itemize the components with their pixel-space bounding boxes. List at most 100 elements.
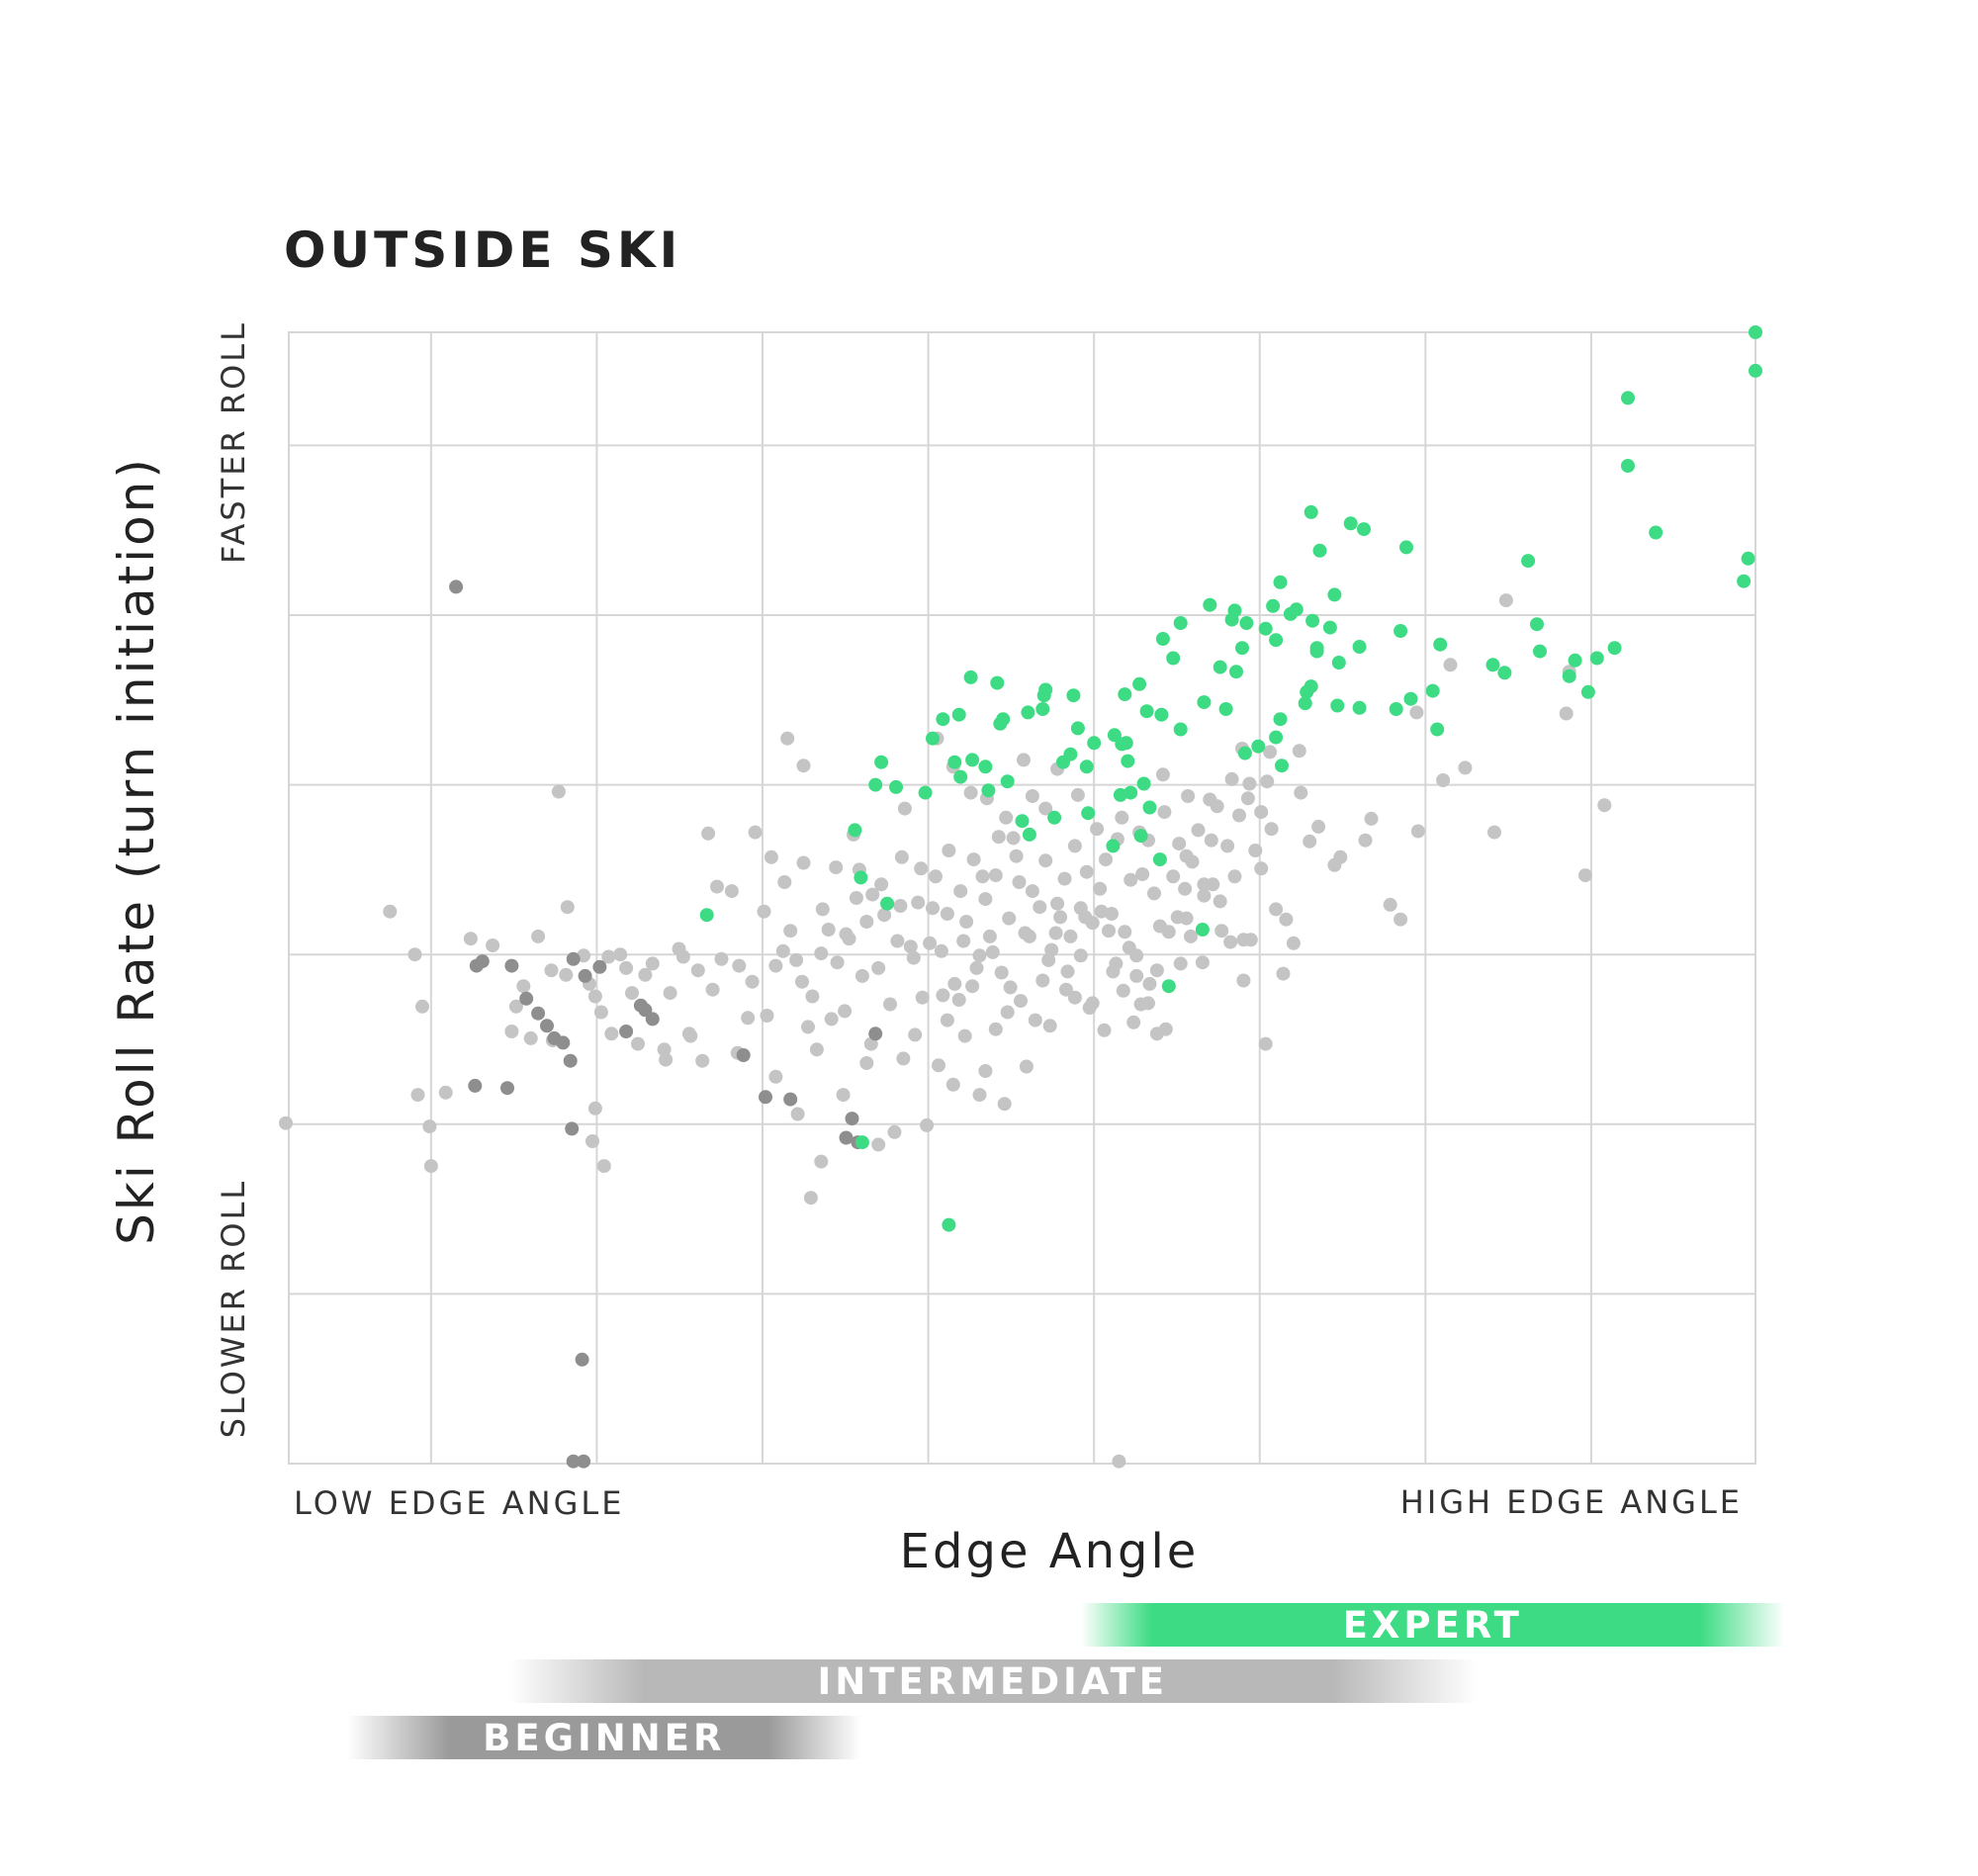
point-intermediate-255 [1017,753,1031,767]
point-intermediate-238 [1025,789,1039,803]
point-intermediate-19 [560,900,575,915]
point-intermediate-73 [890,934,905,948]
grid [288,331,1756,1465]
point-intermediate-68 [859,915,874,929]
point-intermediate-81 [934,943,948,958]
point-intermediate-42 [701,826,716,841]
point-expert-14 [1327,587,1342,602]
point-intermediate-136 [859,1056,874,1070]
point-expert-48 [1218,702,1233,716]
point-intermediate-14 [531,929,546,943]
point-intermediate-279 [1184,929,1198,943]
point-intermediate-264 [908,1027,923,1042]
point-intermediate-8 [463,932,478,946]
point-intermediate-150 [1014,994,1028,1009]
point-expert-32 [1269,633,1284,648]
point-intermediate-49 [768,958,783,973]
point-intermediate-155 [1048,926,1063,940]
point-intermediate-175 [1243,933,1258,947]
point-expert-57 [1497,666,1512,680]
point-intermediate-4 [422,1119,437,1134]
point-intermediate-52 [789,952,804,967]
point-intermediate-160 [1078,910,1093,925]
point-intermediate-237 [1009,849,1024,863]
point-intermediate-65 [803,1191,818,1206]
point-expert-79 [1115,737,1129,752]
point-intermediate-129 [1227,869,1242,884]
point-expert-61 [1403,691,1418,706]
point-intermediate-85 [959,915,974,929]
point-beginner-26 [566,951,581,966]
point-beginner-24 [839,1130,854,1145]
point-intermediate-272 [1059,982,1073,997]
point-intermediate-54 [801,1020,815,1034]
point-expert-0 [1749,325,1762,339]
point-intermediate-232 [926,901,940,916]
point-intermediate-168 [1141,996,1155,1011]
level-band-intermediate [508,1659,1478,1703]
point-intermediate-151 [1019,1059,1034,1074]
point-expert-49 [1237,746,1252,760]
point-intermediate-241 [1070,787,1085,802]
point-expert-58 [1562,669,1576,683]
point-intermediate-186 [1597,798,1612,813]
point-intermediate-258 [748,825,763,840]
point-intermediate-259 [764,849,778,864]
point-intermediate-252 [963,785,978,800]
point-expert-112 [1161,979,1176,994]
point-intermediate-157 [1060,964,1075,979]
point-intermediate-236 [991,830,1006,845]
point-intermediate-12 [516,979,531,994]
point-intermediate-51 [783,924,798,938]
point-beginner-27 [578,968,592,983]
point-intermediate-44 [724,884,739,899]
point-intermediate-84 [953,884,968,899]
point-intermediate-41 [695,1053,710,1068]
point-expert-103 [854,870,868,885]
point-beginner-22 [783,1092,798,1107]
point-intermediate-228 [874,877,889,892]
point-intermediate-76 [906,950,921,965]
point-intermediate-94 [1012,875,1027,889]
point-intermediate-156 [1053,910,1068,925]
point-intermediate-123 [1191,823,1206,838]
point-expert-62 [1389,702,1403,716]
point-expert-81 [1132,676,1147,691]
point-intermediate-93 [1006,831,1021,846]
point-intermediate-148 [997,1097,1012,1112]
point-expert-96 [1106,839,1121,853]
point-beginner-15 [577,1454,591,1469]
point-intermediate-103 [1067,839,1082,853]
point-intermediate-78 [915,990,930,1005]
point-intermediate-265 [936,988,950,1003]
point-expert-8 [1343,516,1358,531]
point-intermediate-142 [945,1077,960,1092]
point-intermediate-181 [1458,760,1473,775]
point-expert-15 [1203,597,1217,612]
point-expert-10 [1399,540,1413,555]
point-intermediate-22 [587,989,602,1004]
point-beginner-19 [633,998,648,1013]
point-intermediate-248 [1224,771,1239,786]
point-intermediate-33 [638,967,653,982]
point-intermediate-132 [1248,844,1263,857]
point-beginner-9 [563,1053,578,1068]
point-intermediate-257 [796,759,811,773]
point-expert-27 [1173,616,1188,630]
point-expert-111 [1152,852,1167,867]
point-expert-37 [1533,644,1547,659]
point-intermediate-201 [1333,849,1348,864]
point-beginner-5 [531,1006,546,1021]
point-beginner-14 [566,1454,581,1469]
point-intermediate-170 [1158,1022,1173,1036]
point-intermediate-199 [1559,706,1573,721]
point-intermediate-71 [877,908,892,923]
point-intermediate-25 [604,1027,619,1041]
point-expert-117 [1195,923,1210,937]
point-intermediate-149 [1003,980,1018,995]
point-intermediate-166 [1122,940,1136,955]
point-intermediate-254 [999,810,1014,825]
point-expert-104 [848,823,862,838]
point-expert-6 [1737,574,1752,588]
